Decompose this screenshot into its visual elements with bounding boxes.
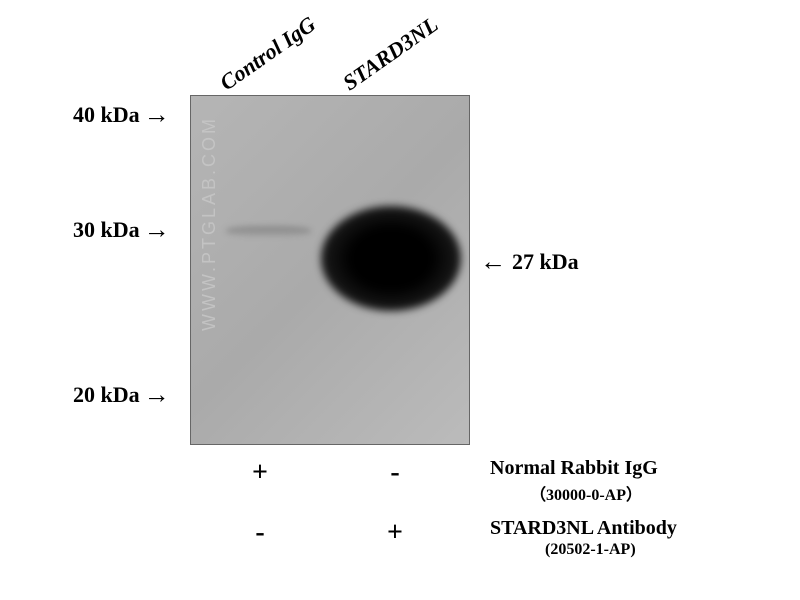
faint-band-control [226, 226, 311, 236]
mw-marker-30: 30 kDa → [73, 215, 170, 245]
mw-marker-20-label: 20 kDa [73, 382, 140, 408]
target-antibody-catalog: (20502-1-AP) [545, 541, 636, 559]
mw-marker-30-label: 30 kDa [73, 217, 140, 243]
arrow-right-icon: → [144, 215, 170, 245]
mw-marker-40: 40 kDa → [73, 100, 170, 130]
band-size-marker: ← 27 kDa [480, 247, 579, 277]
normal-igg-label: Normal Rabbit IgG [490, 457, 658, 480]
western-blot-image: WWW.PTGLAB.COM [190, 95, 470, 445]
sign-row2-col1: - [245, 517, 275, 549]
column-label-control: Control IgG [215, 11, 321, 96]
figure-container: Control IgG STARD3NL 40 kDa → 30 kDa → 2… [0, 0, 800, 600]
watermark-text: WWW.PTGLAB.COM [199, 116, 220, 331]
arrow-left-icon: ← [480, 247, 506, 277]
band-size-label: 27 kDa [512, 249, 579, 275]
sign-row2-col2: + [380, 517, 410, 549]
column-label-target: STARD3NL [338, 12, 443, 96]
arrow-right-icon: → [144, 380, 170, 410]
sign-row1-col2: - [380, 457, 410, 489]
protein-band-target [321, 206, 461, 311]
target-antibody-label: STARD3NL Antibody [490, 517, 677, 540]
mw-marker-40-label: 40 kDa [73, 102, 140, 128]
normal-igg-catalog: （30000-0-AP） [530, 481, 642, 505]
mw-marker-20: 20 kDa → [73, 380, 170, 410]
sign-row1-col1: + [245, 457, 275, 489]
arrow-right-icon: → [144, 100, 170, 130]
